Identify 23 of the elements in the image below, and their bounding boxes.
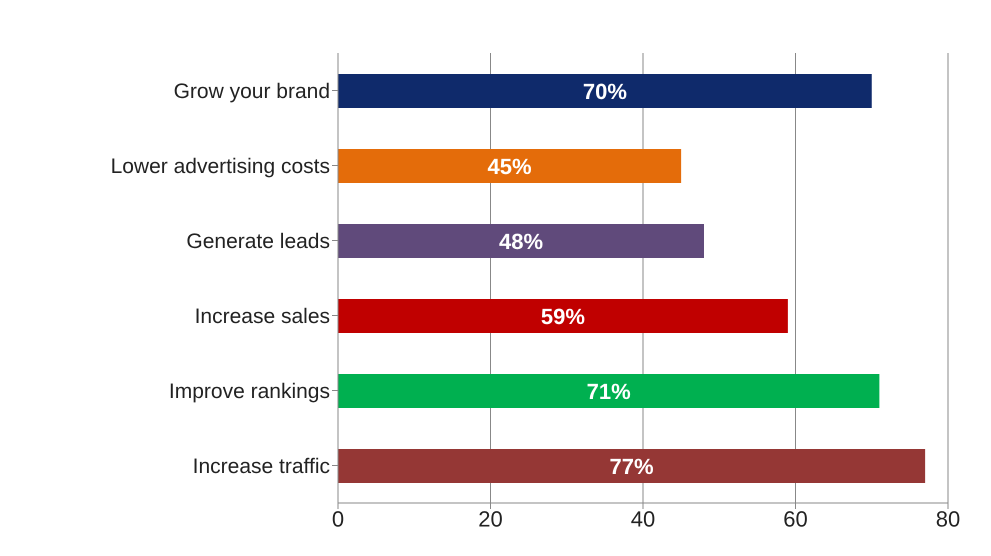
x-tick-label: 80 (936, 506, 960, 532)
data-label: 70% (582, 78, 627, 104)
data-label: 77% (610, 454, 654, 479)
data-label: 71% (586, 378, 631, 404)
bar (338, 224, 704, 258)
y-tick-label: Generate leads (186, 230, 330, 253)
x-tick-label: 0 (332, 506, 344, 532)
bar (338, 299, 788, 333)
x-tick-label: 20 (478, 506, 503, 532)
data-label: 59% (540, 304, 585, 329)
y-tick-label: Grow your brand (174, 80, 330, 103)
x-tick-label: 40 (630, 506, 656, 532)
y-tick-label: Increase sales (194, 304, 330, 328)
x-tick-label: 60 (783, 506, 808, 532)
bar (338, 149, 682, 183)
y-tick-label: Improve rankings (168, 380, 330, 403)
y-tick-label: Lower advertising costs (110, 154, 330, 178)
data-label: 48% (498, 228, 544, 254)
bar (338, 374, 880, 408)
bar (338, 449, 926, 483)
bar (338, 74, 872, 108)
y-tick-label: Increase traffic (192, 454, 330, 478)
data-label: 45% (488, 154, 532, 179)
